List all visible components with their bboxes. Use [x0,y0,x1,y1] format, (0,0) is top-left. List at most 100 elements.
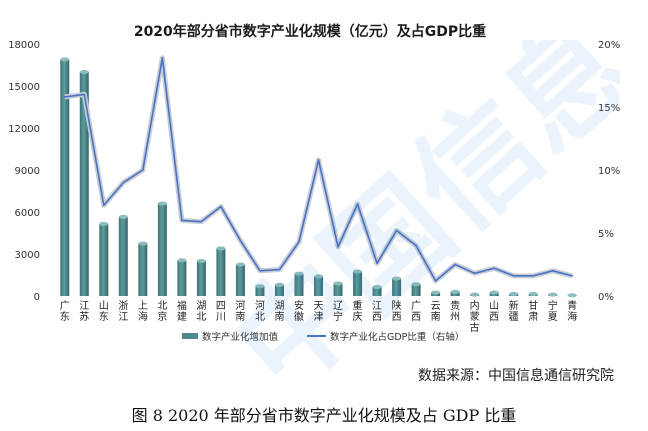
line-point-湖北 [200,220,203,223]
x-tick-label: 北京 [157,300,167,323]
x-tick-label: 福建 [177,299,187,323]
bar-江苏 [79,72,89,296]
x-tick-label: 河北 [255,300,265,323]
bar-cap-甘肃 [528,291,538,296]
x-tick-label: 河南 [235,300,245,323]
line-point-青海 [571,275,574,277]
line-point-江苏 [83,93,86,96]
bar-浙江 [118,216,128,296]
line-point-北京 [161,57,164,59]
bar-cap-重庆 [353,269,363,274]
x-tick-label: 四川 [216,301,226,323]
line-point-重庆 [356,203,359,205]
bar-cap-湖北 [196,259,206,263]
right-axis: 0% 5% 10% 15% 20% [598,40,620,303]
bar-cap-江苏 [79,70,89,74]
line-series [63,55,574,284]
line-point-福建 [181,219,183,222]
x-tick-label: 江苏 [79,300,89,323]
bar-安徽 [294,273,304,296]
line-point-新疆 [512,275,515,277]
x-tick-label: 贵州 [450,299,460,323]
left-tick-label: 12000 [8,124,40,135]
line-point-云南 [434,280,437,282]
bar-series [60,57,577,298]
legend: 数字产业化增加值 数字产业化占GDP比重（右轴） [182,331,464,343]
bar-湖南 [274,284,284,296]
line-point-江西 [376,262,378,265]
bar-cap-北京 [157,201,167,206]
bar-上海 [138,243,148,296]
left-tick-label: 9000 [15,166,40,177]
bar-cap-广东 [60,57,70,62]
bar-江西 [372,286,382,296]
bar-贵州 [450,291,460,296]
legend-label-bar: 数字产业化增加值 [202,331,279,343]
x-tick-label: 青海 [567,299,577,323]
bar-cap-内蒙古 [470,292,480,297]
bar-cap-宁夏 [548,292,558,297]
bar-cap-湖南 [274,282,284,287]
bar-cap-河南 [235,262,245,267]
bar-四川 [216,248,226,296]
left-axis: 0 3000 6000 9000 12000 15000 18000 [8,40,40,303]
bar-cap-安徽 [294,271,304,276]
bar-河南 [235,264,245,296]
line-point-辽宁 [337,246,339,248]
bar-cap-上海 [138,241,148,246]
left-tick-label: 18000 [8,40,40,51]
x-tick-label: 江西 [372,300,382,323]
x-tick-label: 广东 [60,300,70,323]
line-point-浙江 [122,181,125,184]
bar-cap-辽宁 [333,281,343,286]
bar-cap-陕西 [392,276,402,281]
legend-swatch-bar [182,333,198,339]
x-tick-label: 天津 [314,301,324,323]
bar-cap-江西 [372,284,382,289]
x-tick-label: 内蒙古 [470,299,480,334]
right-tick-label: 5% [598,229,614,240]
x-tick-label: 安徽 [294,299,304,323]
line-point-广东 [63,96,66,98]
bar-cap-青海 [567,293,577,298]
x-tick-label: 山东 [99,300,109,323]
line-point-甘肃 [532,275,535,277]
figure-caption: 图 8 2020 年部分省市数字产业化规模及占 GDP 比重 [131,406,517,425]
line-point-上海 [142,169,144,171]
line-point-内蒙古 [473,272,476,275]
bar-cap-四川 [216,246,226,251]
left-tick-label: 3000 [15,250,40,261]
x-axis-labels: 广东江苏山东浙江上海北京福建湖北四川河南河北湖南安徽天津辽宁重庆江西陕西广西云南… [60,299,577,334]
x-tick-label: 辽宁 [333,300,343,323]
line-point-陕西 [395,229,398,232]
bar-福建 [177,260,187,296]
x-tick-label: 上海 [138,300,148,323]
chart-title: 2020年部分省市数字产业化规模（亿元）及占GDP比重 [134,23,486,40]
x-tick-label: 云南 [431,301,441,323]
x-tick-label: 湖北 [196,300,206,323]
bar-湖北 [196,261,206,296]
x-tick-label: 宁夏 [548,299,558,323]
line-point-贵州 [454,263,456,266]
bar-cap-福建 [177,258,187,263]
line-point-天津 [317,159,320,161]
x-tick-label: 广西 [411,300,421,323]
x-tick-label: 陕西 [392,299,402,323]
bar-cap-山东 [99,221,109,226]
bar-辽宁 [333,283,343,296]
bar-重庆 [353,271,363,296]
line-point-河南 [239,239,242,242]
source-note: 数据来源：中国信息通信研究院 [418,368,614,384]
right-tick-label: 0% [598,292,614,303]
bar-北京 [157,203,167,296]
bar-cap-山西 [489,290,499,295]
x-tick-label: 甘肃 [528,299,538,323]
line-point-四川 [220,205,222,208]
line-point-宁夏 [551,270,554,272]
x-tick-label: 湖南 [274,300,284,323]
bar-陕西 [392,278,402,296]
bar-cap-河北 [255,284,265,289]
bar-cap-浙江 [118,214,128,219]
bar-广西 [411,284,421,296]
